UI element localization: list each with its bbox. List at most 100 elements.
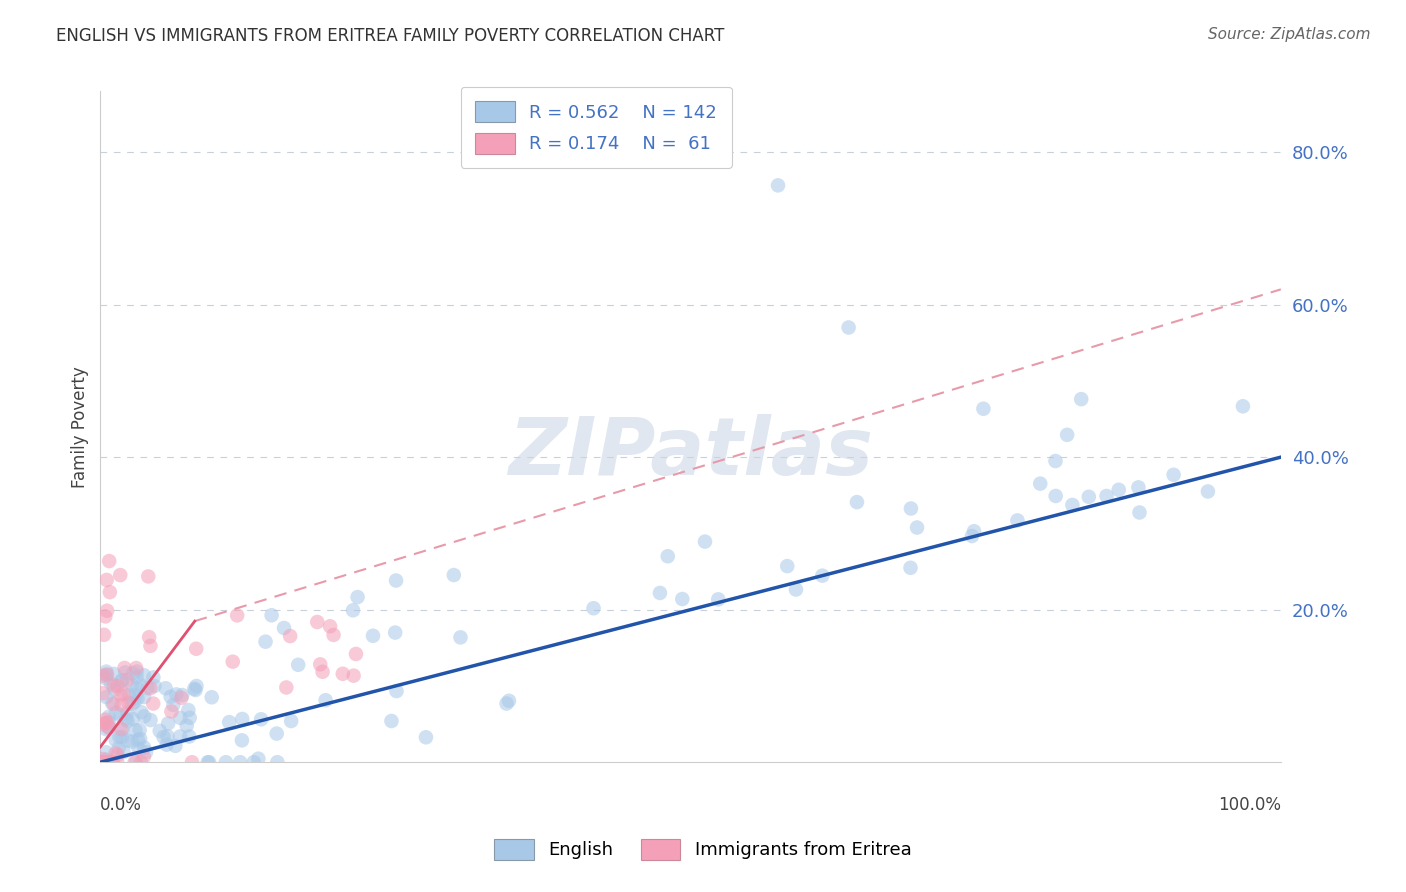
Point [1163, 467, 1185, 482]
Point [766, 178, 789, 193]
Point [132, 749, 155, 764]
Point [384, 625, 406, 640]
Point [319, 619, 342, 633]
Point [91, 686, 114, 700]
Point [132, 668, 155, 682]
Point [111, 698, 134, 712]
Point [342, 603, 364, 617]
Point [707, 592, 730, 607]
Point [215, 756, 238, 770]
Point [260, 608, 283, 623]
Point [811, 568, 834, 582]
Point [165, 739, 187, 753]
Point [343, 668, 366, 682]
Point [105, 756, 128, 770]
Point [838, 320, 860, 334]
Point [1128, 506, 1150, 520]
Point [114, 665, 136, 680]
Point [136, 569, 159, 583]
Point [159, 690, 181, 704]
Point [104, 747, 127, 761]
Point [273, 621, 295, 635]
Point [380, 714, 402, 728]
Point [110, 673, 132, 688]
Point [107, 747, 129, 762]
Text: ZIPatlas: ZIPatlas [508, 415, 873, 492]
Point [121, 712, 143, 726]
Point [101, 756, 124, 770]
Point [115, 673, 138, 687]
Point [112, 687, 135, 701]
Point [900, 561, 922, 575]
Point [179, 711, 201, 725]
Point [139, 681, 162, 696]
Point [415, 731, 437, 745]
Point [121, 678, 143, 692]
Point [121, 697, 143, 711]
Point [156, 729, 179, 743]
Point [1070, 392, 1092, 406]
Point [134, 709, 156, 723]
Point [142, 697, 165, 711]
Point [495, 697, 517, 711]
Point [91, 756, 114, 770]
Point [91, 752, 114, 766]
Point [132, 690, 155, 704]
Point [278, 629, 301, 643]
Point [136, 681, 159, 696]
Point [143, 679, 166, 693]
Point [117, 696, 139, 710]
Point [125, 681, 148, 696]
Point [98, 554, 121, 568]
Point [125, 755, 148, 769]
Point [287, 657, 309, 672]
Point [96, 753, 118, 767]
Point [97, 721, 120, 735]
Point [169, 730, 191, 744]
Point [132, 740, 155, 755]
Point [128, 723, 150, 737]
Point [96, 667, 118, 681]
Point [103, 667, 125, 681]
Point [186, 679, 208, 693]
Point [96, 672, 118, 686]
Point [582, 601, 605, 615]
Point [91, 756, 114, 770]
Point [169, 711, 191, 725]
Point [107, 679, 129, 693]
Point [231, 733, 253, 747]
Point [110, 708, 132, 723]
Point [97, 715, 120, 730]
Point [176, 719, 198, 733]
Point [181, 756, 204, 770]
Point [201, 690, 224, 705]
Point [94, 756, 117, 770]
Text: ENGLISH VS IMMIGRANTS FROM ERITREA FAMILY POVERTY CORRELATION CHART: ENGLISH VS IMMIGRANTS FROM ERITREA FAMIL… [56, 27, 724, 45]
Point [103, 679, 125, 693]
Point [648, 586, 671, 600]
Point [657, 549, 679, 564]
Point [322, 628, 344, 642]
Point [1232, 399, 1254, 413]
Point [115, 706, 138, 720]
Point [122, 666, 145, 681]
Point [125, 661, 148, 675]
Point [98, 585, 121, 599]
Point [101, 696, 124, 710]
Point [100, 677, 122, 691]
Point [139, 639, 162, 653]
Point [498, 694, 520, 708]
Point [160, 705, 183, 719]
Point [900, 501, 922, 516]
Point [165, 688, 187, 702]
Point [845, 495, 868, 509]
Point [332, 666, 354, 681]
Point [97, 709, 120, 723]
Point [108, 730, 131, 744]
Point [112, 745, 135, 759]
Point [117, 733, 139, 747]
Point [103, 682, 125, 697]
Point [125, 688, 148, 702]
Point [226, 608, 249, 623]
Point [91, 717, 114, 731]
